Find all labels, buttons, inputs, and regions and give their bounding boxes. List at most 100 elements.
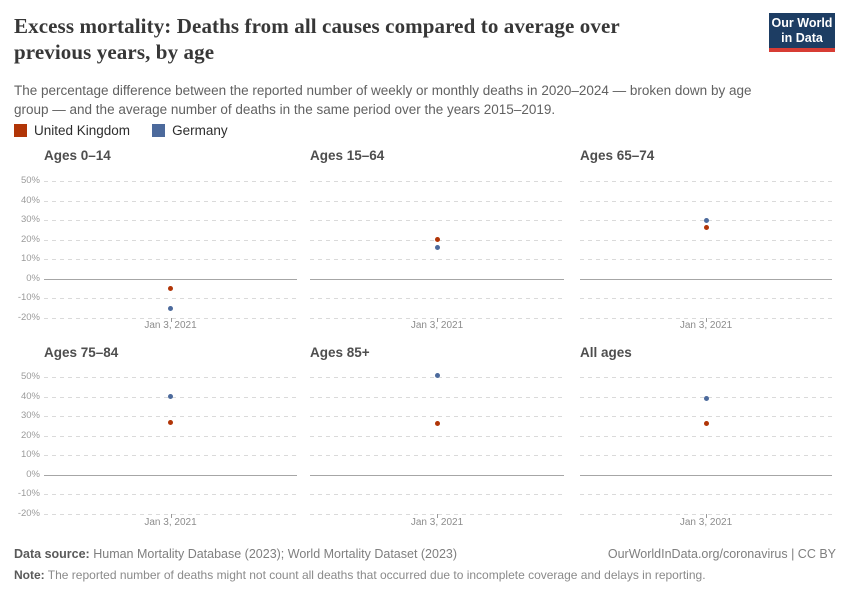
data-source-line: Data source: Human Mortality Database (2… [14,547,457,562]
y-axis-label: -20% [17,312,40,323]
gridline [310,298,564,300]
gridline [310,494,564,496]
data-point-united-kingdom[interactable] [434,421,440,427]
plot-area [44,181,297,322]
data-source-label: Data source: [14,547,90,561]
page-title-line-2: previous years, by age [14,40,215,64]
chart-subtitle-line-1: The percentage difference between the re… [14,83,752,98]
gridline [310,396,564,398]
data-point-united-kingdom[interactable] [168,286,173,292]
legend-item-germany[interactable]: Germany [152,123,228,138]
footer-note: Note: The reported number of deaths migh… [14,568,836,583]
x-axis-tick [170,514,172,518]
legend: United Kingdom Germany [14,123,228,138]
panel-title: Ages 85+ [310,345,370,360]
gridline [310,455,564,457]
panel-ages-15-64: Ages 15–64 Jan 3, 2021 [310,148,564,334]
x-axis-label: Jan 3, 2021 [679,517,733,528]
y-axis-label: 20% [20,233,40,245]
gridline [310,181,564,182]
gridline [580,435,832,437]
plot-area [310,372,564,518]
gridline [44,416,297,418]
x-axis-tick [170,318,172,322]
panel-title: All ages [580,345,632,360]
data-point-united-kingdom[interactable] [434,237,440,243]
gridline [580,494,832,496]
gridline [44,435,297,437]
data-point-germany[interactable] [168,394,173,400]
panel-ages-65-74: Ages 65–74 Jan 3, 2021 [580,148,832,334]
united-kingdom-swatch-icon [14,124,27,137]
gridline [580,298,832,300]
x-axis-label: Jan 3, 2021 [144,320,197,331]
gridline [44,220,297,222]
y-axis-label: 50% [20,371,40,382]
data-point-germany[interactable] [703,217,709,223]
panel-ages-75-84: Ages 75–84 Jan 3, 2021 [44,345,297,531]
panel-all-ages: All ages Jan 3, 2021 [580,345,832,531]
panel-title: Ages 0–14 [44,148,111,163]
plot-area [44,377,297,518]
gridline [44,259,297,261]
gridline [580,455,832,457]
page-title: Excess mortality: Deaths from all causes… [14,13,759,65]
gridline [580,377,832,378]
gridline [44,298,297,300]
data-point-germany[interactable] [434,372,440,378]
data-point-united-kingdom[interactable] [168,419,173,425]
x-axis-tick [437,318,438,322]
y-axis-label: 30% [20,410,40,422]
owid-logo-line-1: Our World [771,15,833,30]
y-axis-label: 50% [20,175,40,186]
page-title-line-1: Excess mortality: Deaths from all causes… [14,14,620,38]
y-axis-label: 20% [20,429,40,441]
footer-note-label: Note: [14,568,45,582]
data-point-united-kingdom[interactable] [703,225,709,231]
y-axis-label: 30% [20,214,40,226]
y-axis-label: -10% [17,292,40,304]
zero-gridline [310,278,564,280]
data-point-germany[interactable] [434,245,440,251]
x-axis-label: Jan 3, 2021 [679,320,733,331]
plot-area [580,181,832,322]
footer-link[interactable]: OurWorldInData.org/coronavirus [607,547,788,561]
panel-title: Ages 65–74 [580,148,655,163]
owid-logo-line-2: in Data [781,30,823,45]
x-axis-label: Jan 3, 2021 [410,517,464,528]
gridline [44,181,297,182]
zero-gridline [44,474,297,476]
y-axis-label: 40% [20,390,40,402]
panel-title: Ages 15–64 [310,148,385,163]
gridline [310,220,564,222]
gridline [580,259,832,261]
legend-label: Germany [172,123,228,138]
data-point-germany[interactable] [703,396,709,402]
data-source-text: Human Mortality Database (2023); World M… [93,547,458,561]
y-axis-label: -20% [17,508,40,519]
plot-area [580,377,832,518]
x-axis-tick [706,514,707,518]
chart-subtitle: The percentage difference between the re… [14,81,834,119]
gridline [44,377,297,378]
gridline [44,455,297,457]
data-point-germany[interactable] [168,305,173,311]
y-axis-label: 10% [20,449,40,461]
x-axis-tick [437,514,438,518]
gridline [310,416,564,418]
x-axis-label: Jan 3, 2021 [410,320,464,331]
germany-swatch-icon [152,124,166,137]
data-point-united-kingdom[interactable] [703,421,709,427]
footer-note-text: The reported number of deaths might not … [47,568,706,582]
owid-logo[interactable]: Our World in Data [769,13,835,52]
chart-subtitle-line-2: group — and the average number of deaths… [14,102,556,117]
y-axis-label: 0% [26,272,40,284]
footer-license: | CC BY [787,547,836,561]
legend-item-united-kingdom[interactable]: United Kingdom [14,123,130,138]
panel-title: Ages 75–84 [44,345,119,360]
y-axis-label: 40% [20,194,40,206]
x-axis-label: Jan 3, 2021 [144,517,197,528]
plot-area [310,181,564,322]
zero-gridline [44,278,297,280]
